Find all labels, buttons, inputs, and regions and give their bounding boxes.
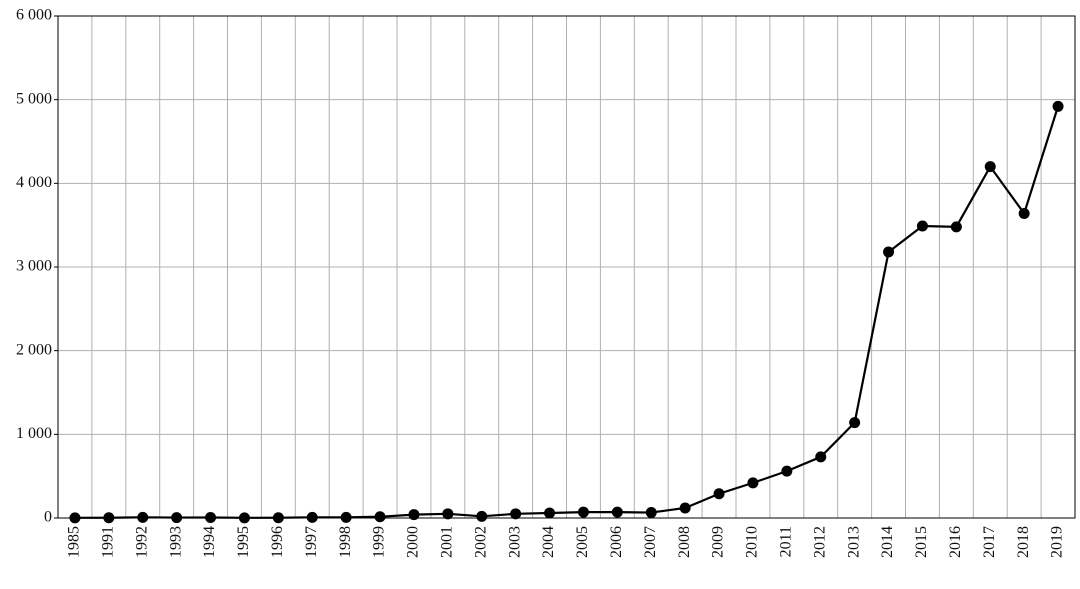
x-tick-label: 2010 — [744, 526, 761, 558]
x-tick-label: 2000 — [405, 526, 422, 558]
x-tick-label: 2003 — [506, 526, 523, 558]
marker — [205, 511, 217, 523]
marker — [883, 246, 895, 258]
x-tick-label: 2001 — [439, 526, 456, 558]
marker — [747, 477, 759, 489]
marker — [916, 220, 928, 232]
x-tick-label: 2011 — [778, 526, 795, 557]
x-tick-label: 2019 — [1049, 526, 1066, 558]
x-tick-label: 2013 — [845, 526, 862, 558]
x-tick-label: 2002 — [472, 526, 489, 558]
marker — [544, 507, 556, 519]
marker — [103, 512, 115, 524]
x-tick-label: 1999 — [371, 526, 388, 558]
x-tick-label: 1991 — [100, 526, 117, 558]
marker — [950, 221, 962, 233]
x-tick-label: 2016 — [947, 526, 964, 558]
marker — [849, 417, 861, 429]
marker — [374, 511, 386, 523]
y-tick-label: 6 000 — [16, 7, 52, 24]
x-tick-label: 2004 — [540, 526, 557, 558]
x-tick-label: 2018 — [1015, 526, 1032, 558]
x-tick-label: 2008 — [676, 526, 693, 558]
marker — [645, 507, 657, 519]
y-tick-label: 4 000 — [16, 174, 52, 191]
y-tick-label: 3 000 — [16, 258, 52, 275]
marker — [679, 502, 691, 514]
marker — [815, 451, 827, 463]
x-tick-label: 1994 — [201, 526, 218, 558]
x-tick-label: 1998 — [337, 526, 354, 558]
x-tick-label: 2012 — [811, 526, 828, 558]
plot-frame — [57, 15, 1076, 519]
line — [74, 106, 1060, 519]
y-tick-label: 5 000 — [16, 90, 52, 107]
x-tick-label: 2006 — [608, 526, 625, 558]
marker — [781, 465, 793, 477]
marker — [306, 511, 318, 523]
marker — [476, 510, 488, 522]
marker — [1052, 100, 1064, 112]
marker — [272, 512, 284, 524]
x-tick-label: 1996 — [269, 526, 286, 558]
x-tick-label: 1997 — [303, 526, 320, 558]
x-tick-label: 1985 — [66, 526, 83, 558]
marker — [713, 488, 725, 500]
y-tick-label: 0 — [44, 509, 52, 526]
y-tick-label: 1 000 — [16, 425, 52, 442]
marker — [408, 509, 420, 521]
x-tick-label: 2017 — [981, 526, 998, 558]
marker — [171, 512, 183, 524]
marker — [611, 506, 623, 518]
y-tick-label: 2 000 — [16, 341, 52, 358]
x-tick-label: 2009 — [710, 526, 727, 558]
marker — [442, 508, 454, 520]
x-tick-label: 2014 — [879, 526, 896, 558]
marker — [238, 512, 250, 524]
x-tick-label: 1992 — [133, 526, 150, 558]
marker — [137, 511, 149, 523]
marker — [340, 511, 352, 523]
marker — [69, 512, 81, 524]
x-tick-label: 2015 — [913, 526, 930, 558]
marker — [510, 508, 522, 520]
x-tick-label: 2007 — [642, 526, 659, 558]
x-tick-label: 2005 — [574, 526, 591, 558]
x-tick-label: 1995 — [235, 526, 252, 558]
x-tick-label: 1993 — [167, 526, 184, 558]
marker — [984, 161, 996, 173]
marker — [1018, 207, 1030, 219]
marker — [577, 506, 589, 518]
